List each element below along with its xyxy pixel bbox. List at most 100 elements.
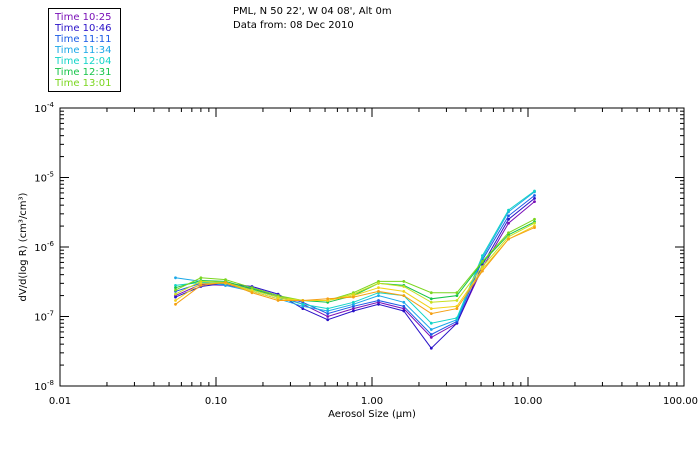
data-point [481, 260, 484, 263]
data-point [429, 297, 433, 301]
y-axis-title: dV/d(log R) (cm³/cm³) [18, 192, 29, 301]
data-point [507, 217, 510, 221]
data-point [507, 214, 510, 218]
data-point [533, 226, 536, 230]
data-point [402, 300, 406, 304]
data-point [455, 291, 459, 295]
data-point [199, 284, 203, 287]
data-point [174, 295, 177, 299]
x-axis: 0.01 0.10 1.00 10.00 100.00 [49, 108, 698, 407]
legend-item-1204: Time 12:04 [55, 56, 112, 67]
legend-item-1025: Time 10:25 [55, 12, 112, 23]
data-point [402, 309, 406, 313]
data-point [507, 208, 510, 212]
data-point [429, 300, 433, 304]
data-point [481, 265, 484, 269]
data-point [199, 276, 203, 280]
data-point [174, 288, 177, 292]
x-tick-label: 0.10 [205, 396, 227, 407]
data-point [174, 302, 177, 306]
x-tick-label: 100.00 [663, 396, 698, 407]
legend-item-1111: Time 11:11 [55, 34, 112, 45]
x-axis-title: Aerosol Size (μm) [328, 409, 416, 420]
data-point [174, 276, 177, 280]
data-point [455, 316, 459, 320]
data-point [507, 235, 510, 239]
data-point [301, 307, 305, 310]
x-tick-label: 0.01 [49, 396, 71, 407]
data-point [377, 281, 380, 285]
legend-item-1301: Time 13:01 [55, 78, 112, 89]
data-point [224, 278, 227, 281]
data-point [429, 291, 433, 295]
data-point [301, 304, 305, 308]
data-point [301, 302, 305, 306]
data-point [276, 299, 280, 302]
data-point [377, 294, 380, 297]
data-point [352, 302, 355, 306]
data-point [326, 309, 330, 313]
data-point [402, 280, 406, 283]
data-point [224, 281, 227, 284]
data-point [455, 294, 459, 297]
data-point [250, 286, 254, 290]
data-point [402, 290, 406, 293]
data-point [533, 194, 536, 197]
data-point [507, 221, 510, 225]
plot-frame [59, 107, 685, 387]
data-point [174, 299, 177, 302]
data-point [224, 284, 227, 287]
data-point [533, 200, 536, 204]
data-point [174, 286, 177, 290]
data-point [174, 292, 177, 296]
legend: Time 10:25 Time 10:46 Time 11:11 Time 11… [48, 8, 121, 92]
data-point [429, 336, 433, 339]
data-point [429, 321, 433, 325]
data-point [533, 217, 536, 221]
data-point [507, 231, 510, 235]
data-point [402, 304, 406, 308]
legend-item-1046: Time 10:46 [55, 23, 112, 34]
date-header: Data from: 08 Dec 2010 [233, 20, 354, 31]
data-point [199, 281, 203, 285]
data-point [481, 269, 484, 273]
data-point [429, 333, 433, 336]
y-tick-label: 10-7 [34, 310, 54, 324]
data-point [301, 299, 305, 302]
y-tick-label: 10-8 [34, 379, 54, 393]
data-point [377, 286, 380, 290]
data-point [402, 285, 406, 288]
data-point [429, 312, 433, 315]
data-point [352, 307, 355, 310]
data-point [326, 315, 330, 318]
data-point [326, 307, 330, 310]
data-point [429, 346, 433, 350]
data-point [533, 221, 536, 225]
legend-item-1134: Time 11:34 [55, 45, 112, 56]
data-point [507, 237, 510, 241]
data-point [429, 307, 433, 310]
data-point [402, 307, 406, 310]
data-point [533, 189, 536, 193]
data-point [455, 307, 459, 310]
data-point [377, 290, 380, 293]
data-point [250, 291, 254, 295]
series-1 [174, 197, 536, 350]
data-point [352, 295, 355, 299]
data-point [352, 309, 355, 313]
y-tick-label: 10-5 [34, 171, 54, 185]
data-point [174, 284, 177, 287]
location-header: PML, N 50 22', W 04 08', Alt 0m [233, 6, 392, 17]
data-point [533, 197, 536, 200]
data-point [326, 318, 330, 322]
data-point [326, 312, 330, 315]
y-tick-label: 10-4 [34, 101, 54, 115]
legend-item-1231: Time 12:31 [55, 67, 112, 78]
x-tick-label: 10.00 [514, 396, 543, 407]
data-point [326, 297, 330, 301]
data-point [455, 299, 459, 302]
x-tick-label: 1.00 [361, 396, 383, 407]
series-9 [174, 226, 536, 315]
data-point [352, 300, 355, 304]
